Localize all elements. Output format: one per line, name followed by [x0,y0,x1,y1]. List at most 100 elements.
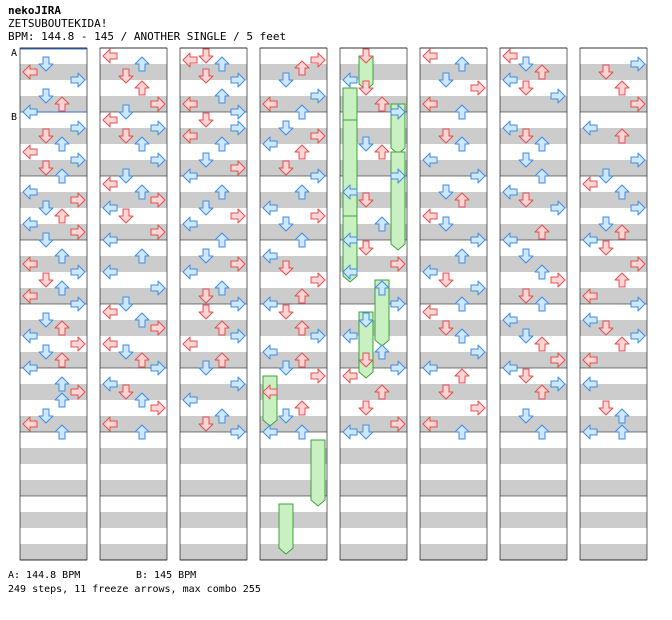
right-arrow-icon [310,88,326,104]
down-arrow-icon [598,320,614,336]
right-arrow-icon [70,224,86,240]
stripe [20,480,87,496]
freeze-arrow [310,439,326,507]
down-arrow-icon [358,400,374,416]
up-arrow-icon [614,128,630,144]
left-arrow-icon [102,336,118,352]
right-arrow-icon [470,344,486,360]
stripe [180,128,247,144]
left-arrow-icon [22,216,38,232]
down-arrow-icon [358,136,374,152]
stripe [420,512,487,528]
left-arrow-icon [102,376,118,392]
left-arrow-icon [422,304,438,320]
left-arrow-icon [342,264,358,280]
chart-info: BPM: 144.8 - 145 / ANOTHER SINGLE / 5 fe… [8,30,287,43]
right-arrow-icon [150,320,166,336]
down-arrow-icon [358,48,374,64]
left-arrow-icon [182,392,198,408]
down-arrow-icon [38,88,54,104]
up-arrow-icon [54,320,70,336]
up-arrow-icon [134,80,150,96]
left-arrow-icon [102,112,118,128]
down-arrow-icon [598,216,614,232]
left-arrow-icon [342,368,358,384]
up-arrow-icon [454,424,470,440]
up-arrow-icon [54,168,70,184]
right-arrow-icon [390,168,406,184]
stripe [260,256,327,272]
right-arrow-icon [310,208,326,224]
down-arrow-icon [438,320,454,336]
up-arrow-icon [54,352,70,368]
down-arrow-icon [118,68,134,84]
stripe [20,288,87,304]
stripe [340,288,407,304]
stripe [580,384,647,400]
down-arrow-icon [438,128,454,144]
down-arrow-icon [38,232,54,248]
up-arrow-icon [534,384,550,400]
up-arrow-icon [54,424,70,440]
left-arrow-icon [22,104,38,120]
stripe [180,384,247,400]
up-arrow-icon [614,272,630,288]
left-arrow-icon [262,424,278,440]
down-arrow-icon [38,408,54,424]
right-arrow-icon [150,360,166,376]
stripe [100,96,167,112]
stripe [180,160,247,176]
right-arrow-icon [470,80,486,96]
left-arrow-icon [502,232,518,248]
down-arrow-icon [358,424,374,440]
stripe [260,192,327,208]
stripe [580,288,647,304]
stripe [580,480,647,496]
left-arrow-icon [22,144,38,160]
stripe [340,416,407,432]
right-arrow-icon [230,256,246,272]
stripe [20,64,87,80]
down-arrow-icon [38,56,54,72]
right-arrow-icon [310,368,326,384]
right-arrow-icon [70,152,86,168]
stripe [500,448,567,464]
up-arrow-icon [294,424,310,440]
up-arrow-icon [134,392,150,408]
stripe [180,352,247,368]
right-arrow-icon [550,200,566,216]
stripe [420,64,487,80]
down-arrow-icon [38,128,54,144]
right-arrow-icon [390,416,406,432]
stripe [500,416,567,432]
stripe [420,352,487,368]
stripe [580,544,647,560]
section-a-label: A [11,48,17,59]
up-arrow-icon [54,376,70,392]
stripe [180,512,247,528]
stripe [500,96,567,112]
down-arrow-icon [118,104,134,120]
up-arrow-icon [294,144,310,160]
stripe [500,224,567,240]
stripe [180,320,247,336]
down-arrow-icon [438,272,454,288]
stripe [420,96,487,112]
right-arrow-icon [70,120,86,136]
stripe [260,64,327,80]
up-arrow-icon [294,104,310,120]
up-arrow-icon [534,168,550,184]
stripe [20,384,87,400]
left-arrow-icon [102,176,118,192]
down-arrow-icon [38,200,54,216]
down-arrow-icon [198,152,214,168]
stripe [580,160,647,176]
down-arrow-icon [518,368,534,384]
up-arrow-icon [134,424,150,440]
stripe [420,480,487,496]
right-arrow-icon [550,352,566,368]
right-arrow-icon [390,296,406,312]
stripe [500,480,567,496]
up-arrow-icon [134,136,150,152]
freeze-arrow [262,375,278,427]
